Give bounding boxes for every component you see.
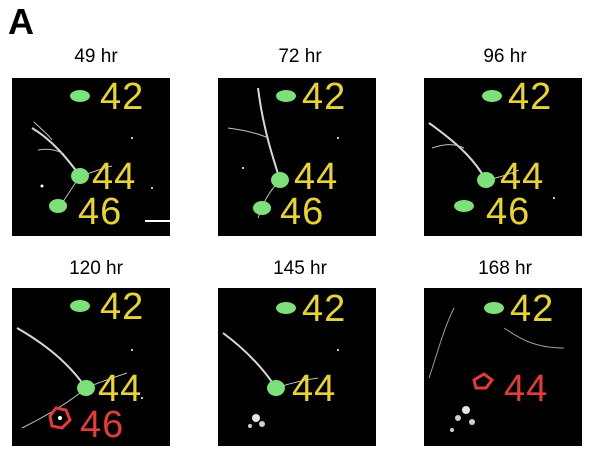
micrograph-frame-72hr: 42 44 46 (218, 78, 376, 236)
cell-label-44: 44 (294, 156, 339, 198)
cell-label-46: 46 (80, 404, 125, 446)
cell-label-42: 42 (510, 288, 555, 330)
micrograph-image (227, 87, 339, 219)
time-label-3: 96 hr (483, 46, 527, 67)
cell-label-44: 44 (292, 368, 337, 410)
time-label-4: 120 hr (69, 258, 123, 279)
cell-label-46: 46 (486, 191, 531, 233)
cell-label-46: 46 (78, 191, 123, 233)
time-label-1: 49 hr (74, 46, 118, 67)
cell-label-44: 44 (504, 368, 549, 410)
cell-label-42: 42 (100, 288, 145, 328)
micrograph-frame-145hr: 42 44 (218, 288, 376, 446)
cell-label-44: 44 (500, 156, 545, 198)
cell-label-42: 42 (508, 78, 553, 118)
micrograph-image (428, 90, 555, 212)
cell-label-46: 46 (280, 191, 325, 233)
micrograph-frame-120hr: 42 44 46 (12, 288, 170, 446)
time-label-6: 168 hr (478, 258, 532, 279)
cell-label-44: 44 (98, 368, 143, 410)
micrograph-frame-49hr: 42 44 46 (12, 78, 170, 236)
cell-label-42: 42 (302, 288, 347, 330)
time-label-5: 145 hr (273, 258, 327, 279)
micrograph-image (428, 302, 565, 432)
micrograph-frame-168hr: 42 44 (424, 288, 582, 446)
time-label-2: 72 hr (278, 46, 322, 67)
cell-label-42: 42 (100, 78, 145, 118)
panel-letter: A (8, 1, 34, 42)
cell-label-44: 44 (92, 156, 137, 198)
cell-label-42: 42 (302, 78, 347, 118)
micrograph-image (31, 90, 153, 213)
scale-bar (145, 220, 170, 222)
micrograph-image (222, 302, 339, 428)
micrograph-frame-96hr: 42 44 46 (424, 78, 582, 236)
micrograph-image (16, 300, 143, 430)
